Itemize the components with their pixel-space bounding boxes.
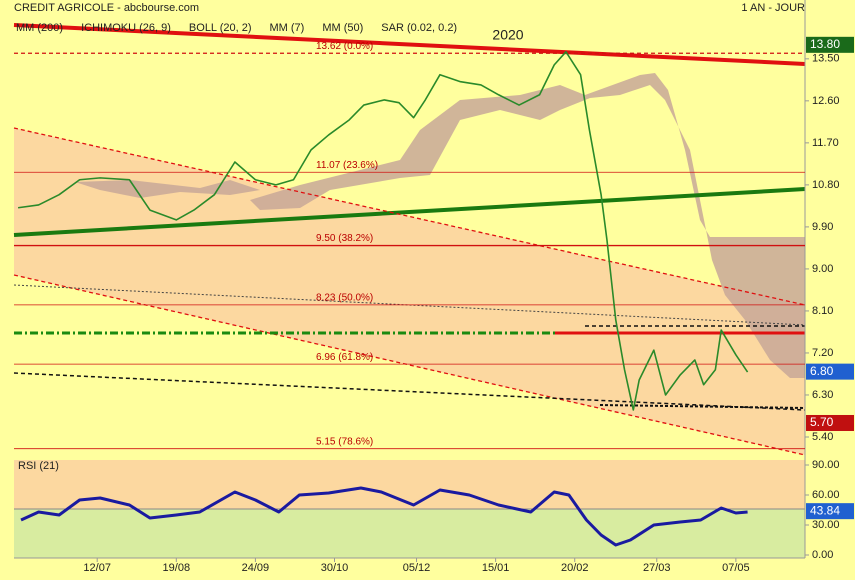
rsi-lower-zone bbox=[14, 509, 805, 558]
y-tick-label: 12.60 bbox=[812, 95, 840, 107]
indicator-legend: MM (200) bbox=[16, 22, 63, 34]
y-tick-label: 8.10 bbox=[812, 305, 833, 317]
y-tick-label: 90.00 bbox=[812, 459, 840, 471]
price-badge-label: 43.84 bbox=[810, 503, 840, 517]
support-line bbox=[13, 372, 806, 411]
fib-label: 6.96 (61.8%) bbox=[316, 352, 373, 363]
x-tick-label: 12/07 bbox=[83, 562, 111, 574]
price-badge bbox=[806, 503, 854, 520]
bollinger-band bbox=[14, 128, 805, 455]
fib-label: 11.07 (23.6%) bbox=[316, 160, 378, 171]
fib-label: 13.62 (0.0%) bbox=[316, 41, 373, 52]
x-tick-label: 19/08 bbox=[163, 562, 191, 574]
price-badge-label: 5.70 bbox=[810, 415, 834, 429]
x-tick-label: 07/05 bbox=[722, 562, 750, 574]
indicator-legend: MM (7) bbox=[270, 22, 305, 34]
price-badge bbox=[806, 363, 854, 380]
indicator-legend: BOLL (20, 2) bbox=[189, 22, 252, 34]
price-line bbox=[17, 51, 749, 411]
x-tick-label: 30/10 bbox=[321, 562, 349, 574]
trend-line bbox=[13, 23, 806, 66]
y-tick-label: 9.00 bbox=[812, 263, 833, 275]
x-tick-label: 15/01 bbox=[482, 562, 510, 574]
channel-line bbox=[13, 127, 806, 306]
indicator-legend: MM (50) bbox=[322, 22, 363, 34]
y-tick-label: 5.40 bbox=[812, 431, 833, 443]
y-tick-label: 11.70 bbox=[812, 137, 839, 149]
period: 1 AN - JOUR bbox=[741, 2, 805, 14]
x-tick-label: 20/02 bbox=[561, 562, 589, 574]
fib-label: 9.50 (38.2%) bbox=[316, 233, 373, 244]
annotation: 2020 bbox=[492, 27, 523, 43]
x-tick-label: 24/09 bbox=[242, 562, 270, 574]
price-badge bbox=[806, 36, 854, 53]
y-tick-label: 0.00 bbox=[812, 549, 833, 561]
x-tick-label: 27/03 bbox=[643, 562, 671, 574]
y-tick-label: 9.90 bbox=[812, 221, 833, 233]
price-badge bbox=[806, 414, 854, 431]
y-tick-label: 7.20 bbox=[812, 347, 833, 359]
y-tick-label: 60.00 bbox=[812, 489, 840, 501]
indicator-legend: ICHIMOKU (26, 9) bbox=[81, 22, 171, 34]
indicator-legend: SAR (0.02, 0.2) bbox=[381, 22, 457, 34]
rsi-line bbox=[20, 486, 748, 547]
y-tick-label: 30.00 bbox=[812, 519, 840, 531]
fib-label: 5.15 (78.6%) bbox=[316, 436, 373, 447]
y-tick-label: 13.50 bbox=[812, 53, 840, 65]
level-line bbox=[599, 404, 806, 409]
rsi-title: RSI (21) bbox=[18, 460, 59, 472]
price-badge-label: 13.80 bbox=[810, 37, 840, 51]
x-tick-label: 05/12 bbox=[403, 562, 431, 574]
fib-label: 8.23 (50.0%) bbox=[316, 293, 373, 304]
ichimoku-cloud bbox=[75, 180, 260, 198]
price-badge-label: 6.80 bbox=[810, 364, 834, 378]
trend-line bbox=[13, 187, 806, 237]
chart-title: CREDIT AGRICOLE - abcbourse.com bbox=[14, 2, 199, 14]
y-tick-label: 10.80 bbox=[812, 179, 840, 191]
y-tick-label: 6.30 bbox=[812, 389, 833, 401]
rsi-upper-zone bbox=[14, 460, 805, 509]
